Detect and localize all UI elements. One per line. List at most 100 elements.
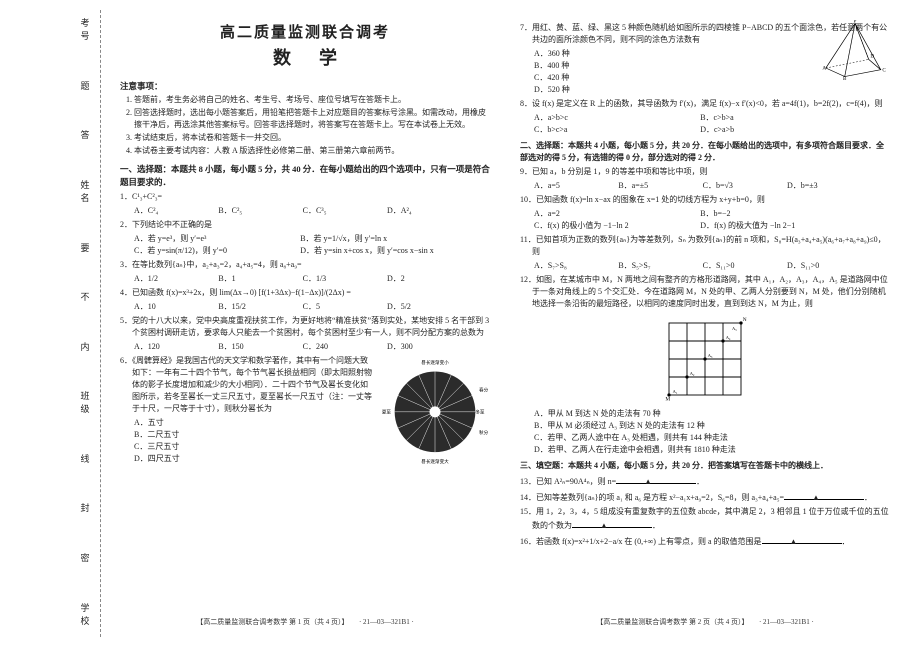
q2-options: A．若 y=e³，则 y′=e³ B．若 y=1/√x，则 y′=ln x C．… — [134, 233, 490, 257]
binding-note: 密 — [79, 553, 92, 566]
blank — [656, 474, 696, 484]
option: A．1/2 — [134, 273, 218, 285]
option: C．240 — [303, 341, 387, 353]
option: C．b=√3 — [703, 180, 787, 192]
option: A．a>b>c — [534, 112, 700, 124]
svg-text:M: M — [665, 396, 670, 402]
question-16: 16．若函数 f(x)=x²+1/x+2−a/x 在 (0,+∞) 上有零点，则… — [520, 534, 890, 548]
blank — [612, 518, 652, 528]
option: D．S₁₁>0 — [787, 260, 871, 272]
option: C．C³₅ — [303, 205, 387, 217]
option: D．A²₄ — [387, 205, 471, 217]
binding-margin: 考号 题 答 姓名 要 不 内 班级 线 封 密 学校 — [70, 0, 100, 647]
binding-note: 线 — [79, 454, 92, 467]
option: D．300 — [387, 341, 471, 353]
option: D．若 y=sin x+cos x，则 y′=cos x−sin x — [300, 245, 466, 257]
option: C．f(x) 的极小值为 −1−ln 2 — [534, 220, 700, 232]
svg-text:春分: 春分 — [479, 386, 489, 393]
option: D．c>a>b — [700, 124, 866, 136]
option: B．150 — [218, 341, 302, 353]
exam-title: 高二质量监测联合调考 — [120, 22, 490, 45]
blank — [824, 490, 864, 500]
q11-options: A．S₇>S₈ B．S₅>S₇ C．S₁₁>0 D．S₁₁>0 — [534, 260, 890, 272]
binding-note: 封 — [79, 503, 92, 516]
option: B．1 — [218, 273, 302, 285]
option: A．120 — [134, 341, 218, 353]
footer-text: 【高二质量监测联合调考数学 第 2 页（共 4 页）】 — [596, 618, 748, 626]
question-9: 9．已知 a，b 分别是 1，9 的等差中项和等比中项，则 — [520, 166, 890, 178]
footer-text: 【高二质量监测联合调考数学 第 1 页（共 4 页）】 — [196, 618, 348, 626]
question-13: 13．已知 A²ₙ=90A⁴ₙ，则 n=▲． — [520, 474, 890, 488]
svg-text:A₄: A₄ — [726, 335, 731, 340]
notice-list: 答题前，考生务必将自己的姓名、考生号、考场号、座位号填写在答题卡上。 回答选择题… — [134, 94, 490, 157]
svg-text:秋分: 秋分 — [479, 429, 489, 436]
question-3: 3．在等比数列{aₙ}中，a₂+a₃=2，a₄+a₅=4，则 a₈+a₉= — [120, 259, 490, 271]
svg-text:冬至: 冬至 — [475, 408, 485, 415]
q9-options: A．a=5 B．a=±5 C．b=√3 D．b=±3 — [534, 180, 890, 192]
option: B．c>b>a — [700, 112, 866, 124]
option: C．S₁₁>0 — [703, 260, 787, 272]
blank — [802, 534, 842, 544]
question-10: 10．已知函数 f(x)=ln x−ax 的图象在 x=1 处的切线方程为 x+… — [520, 194, 890, 206]
notice-heading: 注意事项： — [120, 80, 490, 93]
svg-text:D: D — [870, 54, 874, 60]
svg-text:A: A — [822, 66, 826, 72]
q10-options: A．a=2 B．b=−2 C．f(x) 的极小值为 −1−ln 2 D．f(x)… — [534, 208, 890, 232]
option: B．C²₅ — [218, 205, 302, 217]
q6-options: A．五寸 B．二尺五寸 C．三尺五寸 D．四尺五寸 — [134, 417, 374, 465]
option: A．a=5 — [534, 180, 618, 192]
option: B．a=±5 — [618, 180, 702, 192]
question-14: 14．已知等差数列{aₙ}的项 a₁ 和 a₆ 是方程 x²−a₁x+a₉=2，… — [520, 490, 890, 504]
svg-text:A₃: A₃ — [708, 353, 713, 358]
option: A．甲从 M 到达 N 处的走法有 70 种 — [534, 408, 890, 420]
binding-note: 题 — [79, 81, 92, 94]
q5-options: A．120 B．150 C．240 D．300 — [134, 341, 490, 353]
svg-text:夏至: 夏至 — [382, 409, 392, 414]
option: C．1/3 — [303, 273, 387, 285]
question-11: 11．已知首项为正数的数列{aₙ}为等差数列，Sₙ 为数列{aₙ}的前 n 项和… — [520, 234, 890, 258]
option: D．520 种 — [534, 84, 890, 96]
binding-note: 答 — [79, 130, 92, 143]
notice-item: 考试结束后，将本试卷和答题卡一并交回。 — [134, 132, 490, 144]
option: B．二尺五寸 — [134, 429, 374, 441]
seal-line — [100, 10, 101, 637]
option: D．f(x) 的极大值为 −ln 2−1 — [700, 220, 866, 232]
svg-text:A₅: A₅ — [732, 326, 737, 331]
binding-note: 要 — [79, 243, 92, 256]
section-2-heading: 二、选择题：本题共 4 小题，每小题 5 分，共 20 分．在每小题给出的选项中… — [520, 140, 890, 164]
svg-text:P: P — [854, 20, 857, 25]
q4-options: A．10 B．15/2 C．5 D．5/2 — [134, 301, 490, 313]
svg-text:A₁: A₁ — [673, 389, 678, 394]
option: C．5 — [303, 301, 387, 313]
notice-item: 本试卷主要考试内容：人教 A 版选择性必修第二册、第三册第六章前两节。 — [134, 145, 490, 157]
option: C．三尺五寸 — [134, 441, 374, 453]
question-5: 5．党的十八大以来，党中央高度重视扶贫工作，为更好地将“精准扶贫”落到实处，某地… — [120, 315, 490, 339]
question-4: 4．已知函数 f(x)=x³+2x，则 lim(Δx→0) [f(1+3Δx)−… — [120, 287, 490, 299]
pyramid-figure: P A B C D — [820, 20, 890, 80]
option: B．甲从 M 必须经过 A₃ 到达 N 处的走法有 12 种 — [534, 420, 890, 432]
section-3-heading: 三、填空题：本题共 4 小题，每小题 5 分，共 20 分．把答案填写在答题卡中… — [520, 460, 890, 472]
option: D．四尺五寸 — [134, 453, 374, 465]
footer-code: · 21—03—321B1 · — [759, 618, 814, 626]
q16-stem: 16．若函数 f(x)=x²+1/x+2−a/x 在 (0,+∞) 上有零点，则… — [520, 537, 762, 546]
option: B．15/2 — [218, 301, 302, 313]
q13-stem: 13．已知 A²ₙ=90A⁴ₙ，则 n= — [520, 477, 616, 486]
option: A．S₇>S₈ — [534, 260, 618, 272]
q8-options: A．a>b>c B．c>b>a C．b>c>a D．c>a>b — [534, 112, 890, 136]
option: A．a=2 — [534, 208, 700, 220]
page-2-footer: 【高二质量监测联合调考数学 第 2 页（共 4 页）】 · 21—03—321B… — [520, 617, 890, 628]
option: A．C²₄ — [134, 205, 218, 217]
option: B．b=−2 — [700, 208, 866, 220]
option: D．2 — [387, 273, 471, 285]
svg-text:N: N — [743, 317, 747, 323]
question-12: 12．如图，在某城市中 M，N 两地之间有整齐的方格形道路网，其中 A₁，A₂，… — [520, 274, 890, 310]
q3-options: A．1/2 B．1 C．1/3 D．2 — [134, 273, 490, 285]
page-1-footer: 【高二质量监测联合调考数学 第 1 页（共 4 页）】 · 21—03—321B… — [120, 617, 490, 628]
footer-code: · 21—03—321B1 · — [359, 618, 414, 626]
svg-text:A₂: A₂ — [690, 371, 695, 376]
option: B．S₅>S₇ — [618, 260, 702, 272]
option: C．若甲、乙两人途中在 A₃ 处相遇，则共有 144 种走法 — [534, 432, 890, 444]
option: D．b=±3 — [787, 180, 871, 192]
q1-options: A．C²₄ B．C²₅ C．C³₅ D．A²₄ — [134, 205, 490, 217]
question-2: 2．下列结论中不正确的是 — [120, 219, 490, 231]
